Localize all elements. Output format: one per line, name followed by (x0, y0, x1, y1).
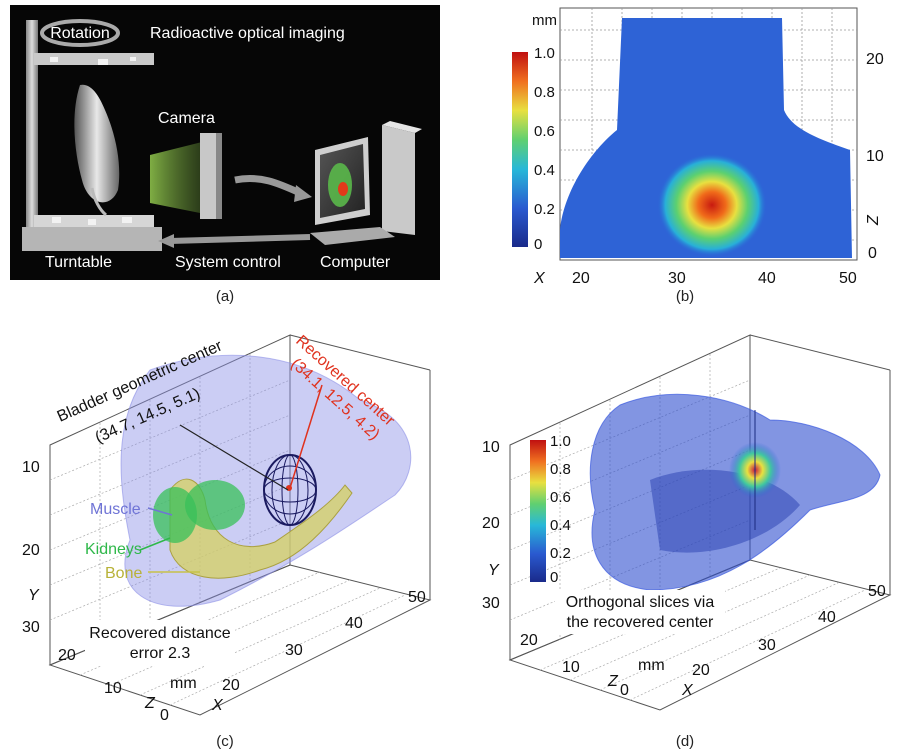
colorbar-tick: 0 (534, 236, 542, 253)
top-plate (34, 53, 154, 65)
z-tick: 0 (620, 682, 629, 699)
slices-line1: Orthogonal slices via (566, 594, 715, 611)
z-tick: 20 (866, 51, 884, 68)
x-axis-label: X (681, 682, 694, 699)
turntable-label: Turntable (45, 254, 112, 271)
x-tick: 40 (758, 270, 776, 287)
y-tick: 30 (22, 619, 40, 636)
y-tick: 10 (22, 459, 40, 476)
colorbar (530, 440, 546, 582)
stand-pillar (26, 20, 38, 245)
bladder-mesh (263, 454, 317, 526)
system-control-label: System control (175, 254, 281, 271)
muscle-label: Muscle (90, 501, 141, 518)
caption-d: (d) (675, 733, 695, 750)
colorbar (512, 52, 528, 247)
colorbar-tick: 0.2 (534, 201, 555, 218)
panel-a: Rotation Radioactive optical imaging Cam… (10, 5, 440, 280)
unit-label: mm (638, 657, 665, 674)
unit-label: mm (170, 675, 197, 692)
computer-label: Computer (320, 254, 391, 271)
colorbar-tick: 1.0 (550, 433, 571, 450)
recovered-pointer (289, 384, 323, 489)
distance-line1: Recovered distance (89, 625, 231, 642)
x-tick: 30 (668, 270, 686, 287)
z-tick: 20 (58, 647, 76, 664)
x-tick: 20 (572, 270, 590, 287)
bone-label: Bone (105, 565, 142, 582)
colorbar-tick: 0.2 (550, 545, 571, 562)
computer-tower (382, 125, 415, 235)
keyboard (310, 227, 395, 245)
z-axis-label: Z (865, 214, 882, 226)
slice-heatmap: mm 1.0 0.8 0.6 0.4 0.2 0 20 10 0 Z X 20 … (512, 7, 884, 287)
turntable-base (22, 227, 162, 251)
unit-label: mm (532, 12, 557, 29)
orthogonal-slices-3d: 1.0 0.8 0.6 0.4 0.2 0 Orthogonal slices … (482, 334, 892, 711)
hotspot (657, 153, 767, 257)
panel-d: 1.0 0.8 0.6 0.4 0.2 0 Orthogonal slices … (470, 310, 898, 732)
caption-b: (b) (675, 288, 695, 305)
z-tick: 0 (160, 707, 169, 724)
y-tick: 10 (482, 439, 500, 456)
x-tick: 50 (408, 589, 426, 606)
y-axis-label: Y (488, 562, 500, 579)
z-tick: 10 (562, 659, 580, 676)
x-tick: 40 (818, 609, 836, 626)
rotation-arrow-icon (40, 19, 120, 47)
z-axis-label: Z (607, 673, 619, 690)
distance-annotation (85, 620, 235, 666)
x-axis-label: X (533, 270, 546, 287)
camera-label: Camera (158, 110, 215, 127)
kidneys-label: Kidneys (85, 541, 142, 558)
x-tick: 20 (222, 677, 240, 694)
z-tick: 0 (868, 245, 877, 262)
z-tick: 10 (866, 148, 884, 165)
x-axis-label: X (211, 697, 224, 714)
z-axis-label: Z (144, 695, 156, 712)
colorbar-tick: 0.8 (534, 84, 555, 101)
bladder-center-pointer (179, 424, 289, 491)
y-axis-label: Y (28, 587, 40, 604)
rotation-label: Rotation (50, 25, 110, 42)
slices-annotation (555, 590, 725, 634)
colorbar-tick: 0.8 (550, 461, 571, 478)
kidney-right (185, 480, 245, 530)
caption-a: (a) (215, 288, 235, 305)
y-tick: 20 (482, 515, 500, 532)
distance-line2: error 2.3 (130, 645, 191, 662)
colorbar-tick: 0.6 (550, 489, 571, 506)
cross-section-shape (560, 18, 852, 258)
x-tick: 30 (285, 642, 303, 659)
z-tick: 10 (104, 680, 122, 697)
colorbar-tick: 0.6 (534, 123, 555, 140)
slices-line2: the recovered center (567, 614, 714, 631)
x-tick: 40 (345, 615, 363, 632)
panel-c: Bladder geometric center (34.7, 14.5, 5.… (0, 310, 470, 732)
x-tick: 20 (692, 662, 710, 679)
caption-c: (c) (216, 733, 234, 750)
imaging-system-photo: Rotation Radioactive optical imaging Cam… (10, 5, 440, 280)
colorbar-tick: 1.0 (534, 45, 555, 62)
light-beam (150, 140, 210, 215)
system-title: Radioactive optical imaging (150, 25, 345, 42)
control-arrow (169, 234, 311, 244)
y-tick: 20 (22, 542, 40, 559)
x-tick: 30 (758, 637, 776, 654)
colorbar-tick: 0 (550, 569, 558, 586)
x-tick: 50 (839, 270, 857, 287)
3d-reconstruction: Bladder geometric center (34.7, 14.5, 5.… (22, 332, 432, 724)
y-tick: 30 (482, 595, 500, 612)
colorbar-tick: 0.4 (534, 162, 555, 179)
colorbar-tick: 0.4 (550, 517, 571, 534)
data-flow-arrow (234, 174, 302, 197)
mouse-specimen (74, 84, 120, 203)
z-tick: 20 (520, 632, 538, 649)
panel-b: mm 1.0 0.8 0.6 0.4 0.2 0 20 10 0 Z X 20 … (492, 0, 892, 295)
x-tick: 50 (868, 583, 886, 600)
